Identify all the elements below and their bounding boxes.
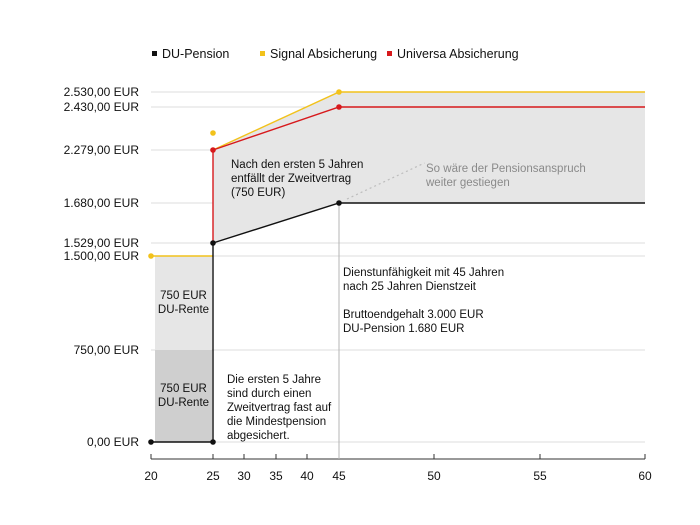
data-point-marker (336, 89, 342, 95)
shaded-difference-area (213, 92, 645, 243)
y-tick-label: 750,00 EUR (74, 343, 140, 357)
annotation-projection: weiter gestiegen (425, 177, 510, 189)
du-rente-block-label: DU-Rente (158, 304, 209, 316)
du-rente-block-label: 750 EUR (160, 383, 207, 395)
annotation-disability: nach 25 Jahren Dienstzeit (343, 281, 477, 293)
x-tick-label: 45 (332, 469, 346, 483)
annotation-first-five-years: die Mindestpension (227, 416, 326, 428)
data-point-marker (148, 253, 154, 259)
annotation-first-five-years: Die ersten 5 Jahre (227, 374, 321, 386)
data-point-marker (336, 200, 342, 206)
x-tick-label: 30 (237, 469, 251, 483)
y-tick-label: 2.430,00 EUR (64, 100, 140, 114)
data-point-marker (336, 104, 342, 110)
y-tick-label: 2.279,00 EUR (64, 143, 140, 157)
x-tick-label: 25 (206, 469, 220, 483)
annotation-first-five-years: abgesichert. (227, 430, 290, 442)
x-tick-label: 40 (300, 469, 314, 483)
legend-swatch (260, 51, 265, 56)
x-tick-label: 55 (533, 469, 547, 483)
data-point-marker (148, 439, 154, 445)
data-point-marker (210, 147, 216, 153)
data-point-marker (210, 439, 216, 445)
data-point-marker (210, 240, 216, 246)
annotation-first-five-years: Zweitvertrag fast auf (227, 402, 332, 414)
du-rente-block (155, 350, 212, 442)
x-tick-label: 20 (144, 469, 158, 483)
annotation-after-five-years: (750 EUR) (231, 187, 285, 199)
annotation-disability: DU-Pension 1.680 EUR (343, 323, 464, 335)
annotation-disability: Bruttoendgehalt 3.000 EUR (343, 309, 484, 321)
x-tick-label: 35 (269, 469, 283, 483)
x-tick-label: 50 (427, 469, 441, 483)
annotation-first-five-years: sind durch einen (227, 388, 311, 400)
legend-swatch (152, 51, 157, 56)
du-rente-block-label: DU-Rente (158, 397, 209, 409)
legend-label: DU-Pension (162, 47, 229, 61)
legend-swatch (387, 51, 392, 56)
legend-label: Signal Absicherung (270, 47, 377, 61)
data-point-marker (210, 130, 216, 136)
y-tick-label: 2.530,00 EUR (64, 85, 140, 99)
y-tick-label: 1.680,00 EUR (64, 196, 140, 210)
du-rente-block (155, 256, 212, 350)
annotation-after-five-years: entfällt der Zweitvertrag (231, 173, 351, 185)
y-tick-label: 1.529,00 EUR (64, 236, 140, 250)
x-tick-label: 60 (638, 469, 652, 483)
y-tick-label: 1.500,00 EUR (64, 249, 140, 263)
annotation-disability: Dienstunfähigkeit mit 45 Jahren (343, 267, 504, 279)
legend-label: Universa Absicherung (397, 47, 519, 61)
annotation-after-five-years: Nach den ersten 5 Jahren (231, 159, 363, 171)
y-tick-label: 0,00 EUR (87, 435, 139, 449)
annotation-projection: So wäre der Pensionsanspruch (426, 163, 586, 175)
projection-dotted-line (346, 162, 425, 200)
du-rente-block-label: 750 EUR (160, 290, 207, 302)
